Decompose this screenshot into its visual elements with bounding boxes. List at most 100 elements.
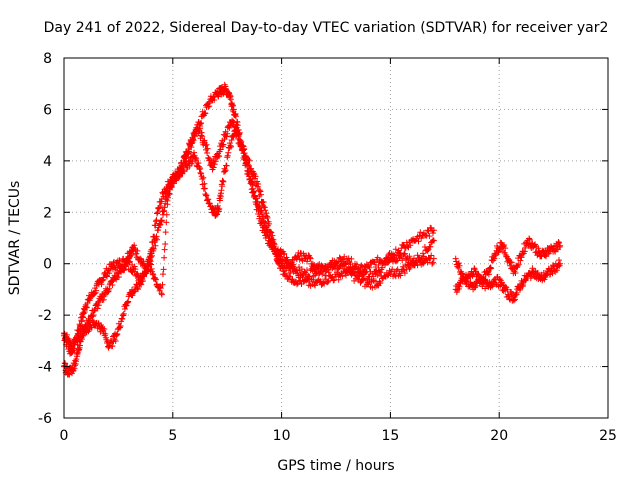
data-point-fill xyxy=(407,242,414,249)
data-point-fill xyxy=(269,232,276,239)
data-point-fill xyxy=(224,130,231,137)
data-point-fill xyxy=(220,141,227,148)
data-point-fill xyxy=(304,275,311,282)
data-point-fill xyxy=(374,254,381,261)
data-point-fill xyxy=(226,140,233,147)
data-point-fill xyxy=(320,279,327,286)
data-point-fill xyxy=(164,201,171,208)
data-point-fill xyxy=(255,181,262,187)
data-point-fill xyxy=(228,122,234,129)
data-point-fill xyxy=(257,217,264,224)
data-point-fill xyxy=(201,185,208,192)
data-point-fill xyxy=(92,306,98,313)
data-point-fill xyxy=(325,269,332,276)
data-point-fill xyxy=(382,262,388,269)
data-point-fill xyxy=(192,154,199,161)
data-point-fill xyxy=(125,298,132,305)
data-point-fill xyxy=(425,228,432,235)
y-axis-label: SDTVAR / TECUs xyxy=(7,181,23,296)
data-point-fill xyxy=(106,270,113,277)
data-point-fill xyxy=(556,239,562,246)
data-point xyxy=(158,291,165,298)
data-point-fill xyxy=(260,199,267,205)
data-point-fill xyxy=(501,242,508,249)
data-point-fill xyxy=(369,284,376,291)
data-point-fill xyxy=(517,257,524,264)
data-point-fill xyxy=(95,302,102,309)
data-point-fill xyxy=(80,332,86,339)
data-point-fill xyxy=(197,125,203,132)
data-point-fill xyxy=(206,103,213,110)
data-point-fill xyxy=(241,153,248,160)
data-point-fill xyxy=(204,145,211,152)
data-point-fill xyxy=(126,258,133,265)
data-point-fill xyxy=(407,264,414,271)
data-point-fill xyxy=(424,259,431,266)
data-point-fill xyxy=(261,204,268,211)
data-point-fill xyxy=(153,217,160,224)
data-point-fill xyxy=(214,202,221,209)
data-point-fill xyxy=(200,174,207,181)
data-point xyxy=(289,276,296,283)
data-point xyxy=(430,237,437,244)
data-point-fill xyxy=(234,130,241,137)
data-point-fill xyxy=(377,280,384,287)
data-point-fill xyxy=(217,146,224,153)
data-point-fill xyxy=(515,261,522,268)
data-point xyxy=(420,250,426,257)
data-point-fill xyxy=(404,243,411,250)
data-point-fill xyxy=(475,271,482,278)
data-point-fill xyxy=(220,178,227,185)
data-point-fill xyxy=(456,262,463,269)
data-point-fill xyxy=(109,343,116,349)
data-point-fill xyxy=(270,244,277,251)
data-point-fill xyxy=(248,179,255,186)
data-point-fill xyxy=(225,149,232,156)
data-point-fill xyxy=(275,252,282,259)
data-point-fill xyxy=(243,162,250,169)
data-point-fill xyxy=(285,259,292,266)
data-point-fill xyxy=(489,283,496,290)
data-point-fill xyxy=(93,287,100,294)
data-point-fill xyxy=(131,263,138,270)
data-point-fill xyxy=(257,191,264,198)
data-point-fill xyxy=(237,137,244,144)
data-point xyxy=(230,106,237,113)
data-point-fill xyxy=(287,270,294,276)
data-point-fill xyxy=(198,129,205,136)
data-point-fill xyxy=(319,271,326,278)
data-point-fill xyxy=(199,176,206,182)
data-point-fill xyxy=(73,356,80,363)
data-point-fill xyxy=(139,278,146,284)
data-point-fill xyxy=(270,236,277,243)
data-point-fill xyxy=(406,253,413,260)
data-point-fill xyxy=(230,102,236,109)
data-point-fill xyxy=(78,318,85,325)
plot-frame xyxy=(63,57,609,419)
data-point-fill xyxy=(353,261,360,268)
data-point-fill xyxy=(119,316,126,322)
data-point-fill xyxy=(66,371,73,378)
data-point-fill xyxy=(556,257,562,264)
data-point-fill xyxy=(154,236,160,243)
data-point-fill xyxy=(485,271,492,278)
data-point-fill xyxy=(154,210,160,217)
data-point-fill xyxy=(164,194,171,201)
data-point-fill xyxy=(147,260,153,267)
data-point-fill xyxy=(219,183,226,190)
data-point-fill xyxy=(427,243,434,250)
data-point-fill xyxy=(401,270,408,277)
data-point-fill xyxy=(206,156,213,163)
data-point-fill xyxy=(134,247,141,254)
data-point-fill xyxy=(98,281,105,288)
data-point-fill xyxy=(148,254,154,261)
data-point-fill xyxy=(160,266,167,273)
data-point-fill xyxy=(70,345,77,352)
data-point-fill xyxy=(120,310,127,317)
data-point-fill xyxy=(401,267,407,274)
data-point-fill xyxy=(216,153,222,160)
data-point-fill xyxy=(100,296,107,303)
data-point-fill xyxy=(264,214,271,221)
x-tick-label: 15 xyxy=(381,428,399,444)
